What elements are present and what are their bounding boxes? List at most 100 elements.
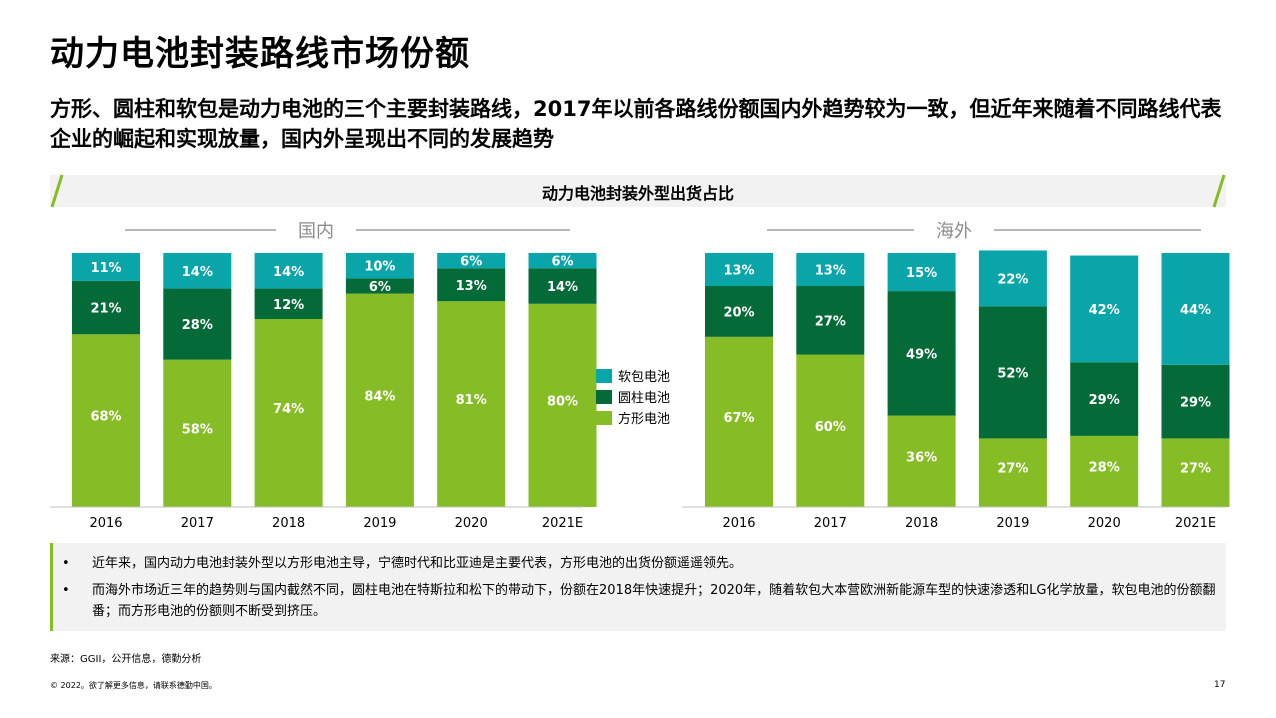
- bar-segment-soft: [437, 253, 506, 269]
- data-label: 44%: [1180, 303, 1211, 318]
- data-label: 36%: [906, 450, 937, 465]
- data-label: 22%: [997, 272, 1028, 287]
- data-label: 6%: [460, 255, 482, 270]
- bar-segment-soft: [72, 253, 140, 281]
- bar-segment-prism: [345, 293, 414, 507]
- data-label: 28%: [1089, 460, 1120, 475]
- notes-box: • 近年来，国内动力电池封装外型以方形电池主导，宁德时代和比亚迪是主要代表，方形…: [50, 543, 1226, 631]
- data-label: 29%: [1089, 393, 1120, 408]
- bar-segment-soft: [1070, 255, 1139, 363]
- notes-accent-bar: [50, 543, 53, 631]
- data-label: 81%: [456, 393, 487, 408]
- x-tick-label: 2018: [905, 516, 938, 531]
- bar-segment-soft: [528, 253, 597, 269]
- bar-segment-soft: [887, 253, 956, 292]
- bar-segment-prism: [437, 301, 506, 507]
- legend-swatch-cylinder: [596, 390, 612, 404]
- data-label: 20%: [723, 305, 754, 320]
- bar-segment-prism: [1161, 438, 1230, 507]
- data-label: 68%: [90, 410, 121, 425]
- bar-segment-cylinder: [254, 288, 323, 320]
- data-label: 13%: [815, 264, 846, 279]
- legend-label: 方形电池: [618, 411, 670, 427]
- legend-swatch-prism: [596, 411, 612, 425]
- bar-segment-cylinder: [1070, 362, 1139, 436]
- data-label: 80%: [547, 394, 578, 409]
- x-tick-label: 2020: [1088, 516, 1121, 531]
- bar-segment-cylinder: [887, 291, 956, 416]
- data-label: 14%: [182, 265, 213, 280]
- source-note: 来源：GGII，公开信息，德勤分析: [50, 654, 202, 665]
- data-label: 6%: [369, 280, 391, 295]
- x-tick-label: 2017: [814, 516, 847, 531]
- data-label: 67%: [723, 411, 754, 426]
- data-label: 29%: [1180, 396, 1211, 411]
- bar-segment-cylinder: [528, 268, 597, 304]
- data-label: 10%: [364, 260, 395, 275]
- data-label: 13%: [456, 279, 487, 294]
- data-label: 27%: [997, 462, 1028, 477]
- x-tick-label: 2021E: [1175, 516, 1216, 531]
- section-header: 动力电池封装外型出货占比: [50, 175, 1226, 207]
- chart-title: 国内: [298, 221, 334, 242]
- bar-segment-prism: [705, 336, 773, 507]
- x-tick-label: 2018: [272, 516, 305, 531]
- copyright-footer: © 2022。欲了解更多信息，请联系德勤中国。: [50, 681, 217, 690]
- legend-label: 软包电池: [618, 370, 670, 385]
- data-label: 74%: [273, 402, 304, 417]
- bar-segment-prism: [163, 359, 232, 507]
- bar-segment-cylinder: [796, 286, 865, 355]
- bar-segment-soft: [796, 253, 865, 287]
- x-tick-label: 2019: [996, 516, 1029, 531]
- bullet-text: 近年来，国内动力电池封装外型以方形电池主导，宁德时代和比亚迪是主要代表，方形电池…: [92, 556, 743, 571]
- data-label: 28%: [182, 318, 213, 333]
- bar-segment-prism: [528, 303, 597, 507]
- page-title: 动力电池封装路线市场份额: [50, 34, 470, 74]
- bar-segment-cylinder: [437, 268, 506, 302]
- bar-segment-soft: [163, 253, 232, 289]
- bar-segment-cylinder: [1161, 364, 1230, 439]
- bullet-marker: •: [62, 583, 70, 598]
- bar-segment-soft: [705, 253, 773, 287]
- data-label: 27%: [1180, 462, 1211, 477]
- data-label: 84%: [364, 389, 395, 404]
- legend-swatch-soft: [596, 369, 612, 383]
- data-label: 12%: [273, 298, 304, 313]
- bar-segment-prism: [254, 319, 323, 507]
- x-tick-label: 2016: [722, 516, 755, 531]
- bullet-marker: •: [62, 556, 70, 571]
- bar-segment-soft: [1161, 253, 1230, 365]
- chart-title: 海外: [936, 221, 972, 242]
- data-label: 13%: [723, 264, 754, 279]
- x-tick-label: 2017: [181, 516, 214, 531]
- data-label: 6%: [551, 255, 573, 270]
- bar-segment-prism: [796, 354, 865, 507]
- data-label: 14%: [547, 280, 578, 295]
- x-tick-label: 2021E: [542, 516, 583, 531]
- bar-segment-soft: [345, 253, 414, 279]
- bar-segment-prism: [1070, 435, 1139, 507]
- data-label: 11%: [90, 261, 121, 276]
- bar-segment-soft: [254, 253, 323, 289]
- bar-segment-cylinder: [978, 306, 1047, 439]
- bar-segment-cylinder: [72, 280, 140, 335]
- data-label: 15%: [906, 266, 937, 281]
- bar-segment-soft: [978, 250, 1047, 307]
- x-tick-label: 2016: [89, 516, 122, 531]
- data-label: 42%: [1089, 303, 1120, 318]
- bar-segment-cylinder: [345, 278, 414, 294]
- bar-segment-cylinder: [705, 286, 773, 337]
- x-tick-label: 2019: [363, 516, 396, 531]
- bar-segment-prism: [72, 334, 140, 507]
- data-label: 60%: [815, 420, 846, 435]
- data-label: 49%: [906, 347, 937, 362]
- bar-segment-prism: [887, 415, 956, 507]
- bullet-text: 而海外市场近三年的趋势则与国内截然不同，圆柱电池在特斯拉和松下的带动下，份额在2…: [92, 583, 1216, 619]
- legend-label: 圆柱电池: [618, 391, 670, 406]
- data-label: 14%: [273, 265, 304, 280]
- page-number: 17: [1214, 680, 1226, 690]
- bar-segment-prism: [978, 438, 1047, 507]
- x-tick-label: 2020: [455, 516, 488, 531]
- bar-segment-cylinder: [163, 288, 232, 360]
- data-label: 58%: [182, 422, 213, 437]
